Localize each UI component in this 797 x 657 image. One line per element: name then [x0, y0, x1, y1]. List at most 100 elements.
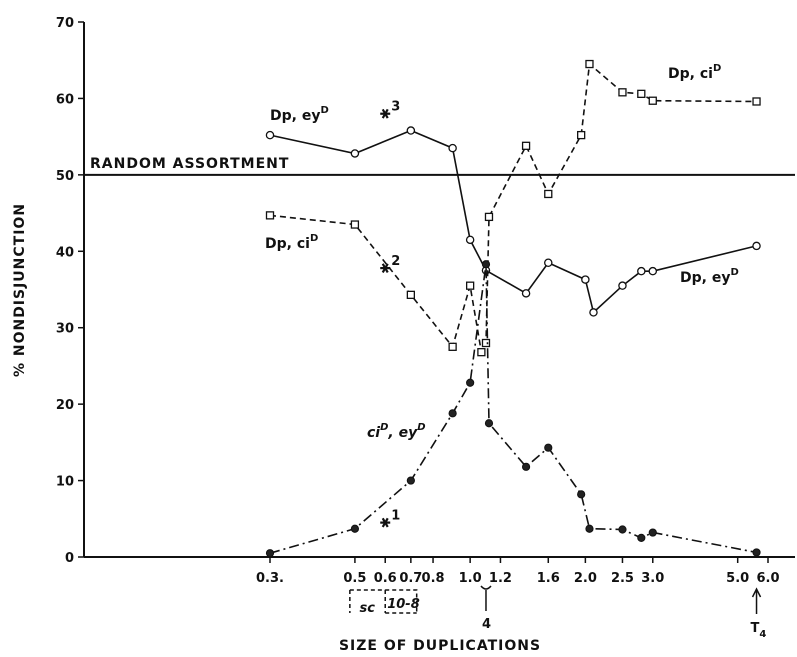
x-tick-label: 0.8: [422, 571, 445, 586]
sc-bracket: [349, 589, 386, 613]
asterisk-icon: [381, 263, 389, 273]
x-tick-label: 0.6: [374, 571, 397, 586]
data-point: [577, 130, 586, 140]
x-ticks: 0.3. 0.5 0.6 0.7 0.8 1.0 1.2 1.6 2.0 2.5 3.0 5.0 6.0: [256, 557, 780, 586]
data-point: [521, 141, 531, 150]
data-point: [521, 289, 531, 298]
random-assortment-label: RANDOM ASSORTMENT: [90, 156, 289, 172]
data-point: [350, 220, 360, 229]
data-point: [648, 96, 657, 105]
data-point: [465, 235, 475, 245]
data-point: [406, 126, 416, 135]
asterisk-icon: [381, 517, 389, 528]
series-label-ciD-eyD-ci: ci: [367, 425, 380, 441]
below-axis-markers: sc 10-8 4 T4: [349, 585, 767, 640]
data-point: [265, 211, 275, 220]
x-tick-label: 0.7: [399, 571, 422, 586]
sc-label: sc: [360, 601, 376, 616]
series-label-ciD-left-sup: D: [310, 233, 318, 244]
annotation-3: 3: [380, 100, 400, 119]
data-point: [448, 409, 457, 418]
x-tick-label: 6.0: [756, 571, 779, 586]
annotation-1: 1: [380, 509, 400, 528]
y-tick-label: 50: [56, 169, 74, 184]
y-tick-label: 40: [56, 245, 74, 260]
data-point: [265, 549, 275, 558]
asterisk-icon: [381, 108, 389, 119]
data-point: [448, 143, 457, 153]
series-eyD_solid: [265, 126, 761, 317]
data-point: [350, 524, 360, 533]
data-point: [752, 548, 761, 557]
series-label-ciD-eyD: ciD, eyD: [367, 422, 426, 441]
series-label-ciD-eyD-mid: , ey: [387, 425, 418, 441]
series-ciD_dashed: [265, 59, 761, 357]
data-point: [466, 378, 475, 387]
annotation-number: 3: [391, 100, 400, 115]
plot-area: 0 10 20 30 40 50 60 70 0.3. 0.5 0.6 0.7 0.8 1.0 1.2 1.…: [12, 16, 795, 654]
x-tick-label: 5.0: [726, 571, 749, 586]
data-point: [544, 443, 553, 452]
series-labels: Dp, eyD Dp, eyD Dp, ciD Dp, ciD ciD, eyD: [265, 63, 739, 441]
arrow-T4: [751, 587, 762, 614]
annotations: 1 2 3: [380, 100, 400, 528]
annotation-number: 1: [391, 509, 400, 524]
data-point: [637, 266, 646, 276]
data-point: [637, 533, 646, 542]
x-tick-label: 2.5: [611, 571, 634, 586]
x-axis-title: SIZE OF DUPLICATIONS: [339, 638, 541, 654]
series-layer: [265, 59, 761, 558]
arrow-4: [480, 585, 492, 611]
series-label-ciD-left-text: Dp, ci: [265, 236, 310, 252]
data-point: [350, 149, 360, 158]
series-label-eyD-left: Dp, eyD: [270, 105, 329, 124]
series-label-eyD-left-sup: D: [320, 105, 328, 116]
10-8-label: 10-8: [387, 597, 420, 612]
data-point: [648, 266, 658, 276]
series-label-ciD-right-sup: D: [713, 63, 721, 74]
data-point: [618, 88, 627, 97]
series-label-eyD-right-text: Dp, ey: [680, 270, 730, 286]
series-label-ciD-left: Dp, ciD: [265, 233, 318, 252]
x-tick-label: 2.0: [574, 571, 597, 586]
x-tick-label: 3.0: [641, 571, 664, 586]
y-tick-label: 20: [56, 398, 74, 413]
series-label-ciD-eyD-sup2: D: [417, 422, 425, 433]
x-tick-label: 0.5: [343, 571, 366, 586]
data-point: [585, 59, 594, 69]
data-point: [752, 241, 761, 251]
data-point: [544, 189, 553, 199]
y-tick-label: 30: [56, 322, 74, 337]
10-8-bracket: [385, 589, 418, 614]
label-4: 4: [482, 617, 491, 632]
series-label-eyD-right-sup: D: [730, 267, 738, 278]
y-tick-label: 60: [56, 92, 74, 107]
data-point: [484, 419, 494, 428]
data-point: [406, 290, 416, 300]
label-T4-sub: 4: [759, 629, 766, 640]
series-line-ciD_eyD_dashdot: [269, 264, 757, 554]
data-point: [521, 462, 531, 471]
y-tick-label: 70: [56, 16, 74, 31]
series-label-ciD-eyD-sup1: D: [380, 422, 388, 433]
data-point: [481, 260, 491, 269]
y-tick-label: 10: [56, 475, 74, 490]
label-T4-main: T: [751, 621, 760, 636]
label-T4: T4: [751, 621, 767, 640]
data-point: [406, 476, 415, 485]
data-point: [589, 308, 598, 317]
data-point: [581, 275, 590, 284]
data-point: [484, 212, 494, 222]
x-tick-label: 0.3.: [256, 571, 284, 586]
data-point: [577, 490, 586, 499]
x-tick-label: 1.6: [537, 571, 560, 586]
annotation-2: 2: [380, 254, 400, 273]
data-point: [637, 89, 646, 98]
reference-line: RANDOM ASSORTMENT: [84, 156, 795, 176]
data-point: [477, 348, 486, 357]
annotation-number: 2: [391, 254, 400, 269]
data-point: [618, 525, 627, 534]
data-point: [585, 524, 594, 533]
data-point: [448, 342, 457, 351]
